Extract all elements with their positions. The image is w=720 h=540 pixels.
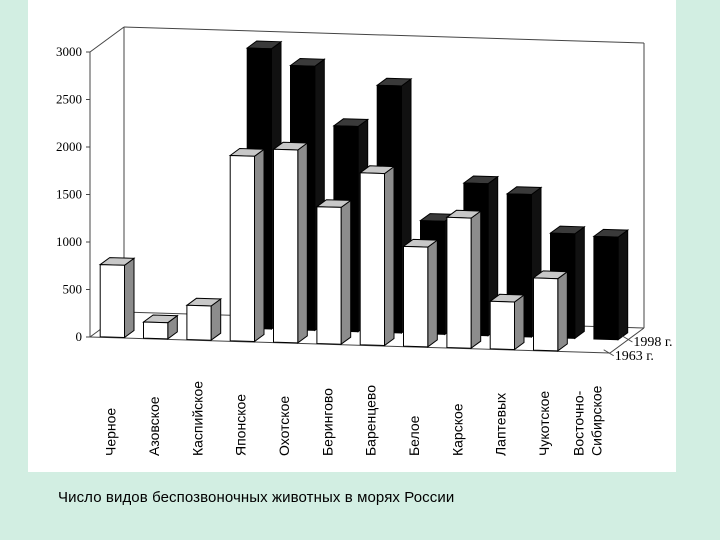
bar-front-face [533,277,559,352]
category-label-line: Лаптевых [493,393,509,456]
bar-1963 [532,270,569,352]
legend-connector [622,335,633,343]
y-tick-label: 2000 [56,139,82,154]
bar-front-face [489,300,515,351]
bar-side-face [297,142,308,344]
bar-1963 [402,238,439,348]
left-wall-top-edge [89,26,125,53]
category-label: Охотское [276,396,292,456]
bar-front-face [316,206,342,345]
bar-front-face [403,245,429,348]
category-label: Белое [406,415,422,456]
bar-side-face [384,165,395,347]
back-wall-top-edge [123,26,645,44]
floor-right-edge [609,327,645,354]
legend-label: 1963 г. [615,349,654,364]
bar-front-face [273,148,299,344]
bar-1963 [488,293,526,351]
bar-front-face [359,172,385,347]
y-tick-label: 0 [76,329,83,344]
bar-side-face [557,270,568,352]
category-label-line: Карское [449,403,465,456]
category-label-line: Восточно- [570,390,586,456]
y-tick-label: 3000 [56,44,82,59]
category-label: Берингово [319,388,335,456]
category-label-line: Японское [233,394,249,456]
bar-1963 [228,147,266,343]
bar-side-face [617,229,629,341]
category-label-line: Сибирское [588,385,604,456]
bar-front-face [143,321,169,340]
category-label: Лаптевых [493,393,509,456]
bar-front-face [186,304,212,341]
bar-1963 [185,297,223,342]
bar-1963 [98,257,136,339]
category-label-line: Баренцево [363,385,379,456]
bar-front-face [593,235,619,341]
bar-side-face [340,199,352,346]
bar-front-face [229,154,255,343]
bar-side-face [124,257,135,339]
category-label-line: Чукотское [536,391,552,456]
category-label-line: Азовское [146,396,162,456]
bar-1963 [142,314,179,340]
category-label: Восточно- Сибирское [570,385,604,456]
category-label: Баренцево [363,385,379,456]
category-label-line: Охотское [276,396,292,456]
bar-1963 [445,209,483,350]
category-label: Японское [233,394,249,456]
category-label-line: Каспийское [189,381,205,456]
bar-1963 [315,199,353,346]
category-label: Черное [103,408,119,456]
y-tick-label: 1500 [56,187,82,202]
bar-1963 [358,165,396,347]
category-label: Карское [449,403,465,456]
category-label-line: Черное [103,408,119,456]
y-tick-label: 1000 [56,234,82,249]
bar-side-face [514,294,525,351]
bar-1963 [272,141,309,344]
category-label: Каспийское [189,381,205,456]
category-label: Чукотское [536,391,552,456]
bar-side-face [470,210,482,350]
category-label-line: Берингово [319,388,335,456]
bar-front-face [446,216,472,349]
category-label: Азовское [146,396,162,456]
bar-side-face [427,239,438,348]
bar-side-face [574,225,585,340]
category-label-line: Белое [406,415,422,456]
legend-connector [603,349,614,357]
chart-panel: 0 500 1000 1500 2000 2500 3000 Черное Азовское К… [28,0,676,472]
legend-label: 1998 г. [633,335,672,350]
bar-side-face [254,148,265,343]
floor-front-edge [89,336,611,354]
y-tick-label: 500 [63,282,83,297]
chart-caption: Число видов беспозвоночных животных в мо… [58,489,455,506]
bar-1998 [592,228,630,341]
y-tick-label: 2500 [56,92,82,107]
bar-front-face [99,264,125,339]
bar-chart-3d: 0 500 1000 1500 2000 2500 3000 Черное Азовское К… [56,26,673,456]
